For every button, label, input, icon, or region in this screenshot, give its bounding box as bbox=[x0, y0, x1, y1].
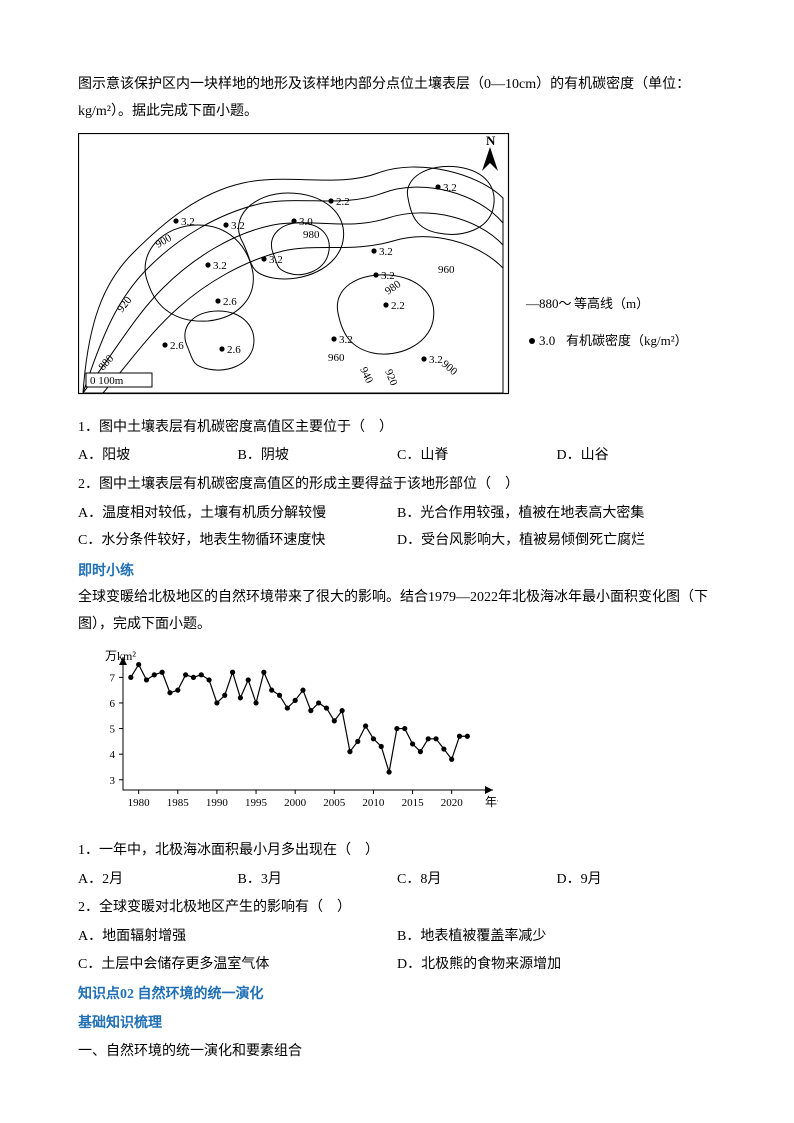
svg-text:万km²: 万km² bbox=[105, 649, 136, 663]
svg-text:3.2: 3.2 bbox=[339, 334, 353, 346]
ice-area-chart-svg: 万km² 3 4 5 6 7 1980 1985 1990 1995 2000 2005 2010 201… bbox=[78, 647, 498, 822]
svg-text:3.2: 3.2 bbox=[181, 216, 195, 228]
q2-option-d: D．受台风影响大，植被易倾倒死亡腐烂 bbox=[397, 528, 716, 555]
svg-text:2.2: 2.2 bbox=[391, 300, 405, 312]
section-basic-knowledge: 基础知识梳理 bbox=[78, 1011, 716, 1038]
svg-text:—880～: —880～ bbox=[525, 296, 572, 311]
svg-text:4: 4 bbox=[110, 749, 116, 761]
svg-text:1990: 1990 bbox=[206, 797, 229, 809]
svg-text:N: N bbox=[486, 133, 496, 148]
svg-text:2010: 2010 bbox=[362, 797, 385, 809]
section-knowledge-point: 知识点02 自然环境的统一演化 bbox=[78, 982, 716, 1009]
svg-text:3.2: 3.2 bbox=[213, 260, 227, 272]
svg-text:3.0: 3.0 bbox=[299, 216, 313, 228]
svg-text:3.2: 3.2 bbox=[443, 182, 457, 194]
svg-text:2.6: 2.6 bbox=[227, 344, 241, 356]
svg-text:960: 960 bbox=[438, 264, 455, 276]
question-1-options: A．阳坡 B．阴坡 C．山脊 D．山谷 bbox=[78, 443, 716, 470]
svg-text:0 100m: 0 100m bbox=[90, 375, 124, 387]
svg-text:2.2: 2.2 bbox=[336, 196, 350, 208]
q3-option-a: A．2月 bbox=[78, 867, 238, 894]
svg-text:980: 980 bbox=[303, 229, 320, 241]
svg-text:2015: 2015 bbox=[402, 797, 425, 809]
intro-text-1: 图示意该保护区内一块样地的地形及该样地内部分点位土壤表层（0—10cm）的有机碳… bbox=[78, 72, 716, 125]
q2-option-a: A．温度相对较低，土壤有机质分解较慢 bbox=[78, 501, 397, 528]
q3-option-b: B．3月 bbox=[238, 867, 398, 894]
question-2-stem: 2．图中土壤表层有机碳密度高值区的形成主要得益于该地形部位（ ） bbox=[78, 472, 716, 499]
svg-text:7: 7 bbox=[110, 672, 116, 684]
svg-text:6: 6 bbox=[110, 697, 116, 709]
q4-option-c: C．土层中会储存更多温室气体 bbox=[78, 952, 397, 979]
svg-text:2020: 2020 bbox=[441, 797, 464, 809]
question-4-options-row2: C．土层中会储存更多温室气体 D．北极熊的食物来源增加 bbox=[78, 952, 716, 979]
svg-text:1980: 1980 bbox=[128, 797, 150, 809]
svg-text:2005: 2005 bbox=[323, 797, 346, 809]
svg-text:1995: 1995 bbox=[245, 797, 267, 809]
q2-option-b: B．光合作用较强，植被在地表高大密集 bbox=[397, 501, 716, 528]
question-3-options: A．2月 B．3月 C．8月 D．9月 bbox=[78, 867, 716, 894]
question-3-stem: 1．一年中，北极海冰面积最小月多出现在（ ） bbox=[78, 838, 716, 865]
topographic-map-svg: 8809209009809609409209009809603.23.23.23… bbox=[78, 133, 708, 398]
question-4-options-row1: A．地面辐射增强 B．地表植被覆盖率减少 bbox=[78, 924, 716, 951]
question-2-options-row1: A．温度相对较低，土壤有机质分解较慢 B．光合作用较强，植被在地表高大密集 bbox=[78, 501, 716, 528]
svg-text:3.2: 3.2 bbox=[231, 220, 245, 232]
section-practice: 即时小练 bbox=[78, 559, 716, 586]
svg-text:960: 960 bbox=[328, 352, 345, 364]
svg-text:3.2: 3.2 bbox=[379, 246, 393, 258]
heading-1: 一、自然环境的统一演化和要素组合 bbox=[78, 1039, 716, 1066]
q3-option-c: C．8月 bbox=[397, 867, 557, 894]
svg-text:等高线（m）: 等高线（m） bbox=[574, 296, 649, 311]
q1-option-b: B．阴坡 bbox=[238, 443, 398, 470]
q2-option-c: C．水分条件较好，地表生物循环速度快 bbox=[78, 528, 397, 555]
ice-area-chart: 万km² 3 4 5 6 7 1980 1985 1990 1995 2000 2005 2010 201… bbox=[78, 647, 716, 833]
svg-text:3: 3 bbox=[110, 774, 116, 786]
svg-text:2.6: 2.6 bbox=[223, 296, 237, 308]
svg-text:有机碳密度（kg/m²）: 有机碳密度（kg/m²） bbox=[566, 333, 688, 348]
q4-option-b: B．地表植被覆盖率减少 bbox=[397, 924, 716, 951]
q4-option-a: A．地面辐射增强 bbox=[78, 924, 397, 951]
q1-option-d: D．山谷 bbox=[557, 443, 717, 470]
q1-option-c: C．山脊 bbox=[397, 443, 557, 470]
svg-text:3.0: 3.0 bbox=[539, 333, 555, 348]
question-4-stem: 2．全球变暖对北极地区产生的影响有（ ） bbox=[78, 895, 716, 922]
q3-option-d: D．9月 bbox=[557, 867, 717, 894]
svg-text:1985: 1985 bbox=[167, 797, 190, 809]
q1-option-a: A．阳坡 bbox=[78, 443, 238, 470]
svg-text:5: 5 bbox=[110, 723, 116, 735]
intro-text-2: 全球变暖给北极地区的自然环境带来了很大的影响。结合1979—2022年北极海冰年… bbox=[78, 585, 716, 638]
question-1-stem: 1．图中土壤表层有机碳密度高值区主要位于（ ） bbox=[78, 415, 716, 442]
svg-text:3.2: 3.2 bbox=[269, 254, 283, 266]
q4-option-d: D．北极熊的食物来源增加 bbox=[397, 952, 716, 979]
svg-text:3.2: 3.2 bbox=[429, 354, 443, 366]
question-2-options-row2: C．水分条件较好，地表生物循环速度快 D．受台风影响大，植被易倾倒死亡腐烂 bbox=[78, 528, 716, 555]
topographic-map-figure: 8809209009809609409209009809603.23.23.23… bbox=[78, 133, 716, 409]
svg-text:年份: 年份 bbox=[485, 795, 498, 809]
svg-text:2.6: 2.6 bbox=[170, 340, 184, 352]
svg-text:2000: 2000 bbox=[284, 797, 307, 809]
svg-text:3.2: 3.2 bbox=[381, 270, 395, 282]
